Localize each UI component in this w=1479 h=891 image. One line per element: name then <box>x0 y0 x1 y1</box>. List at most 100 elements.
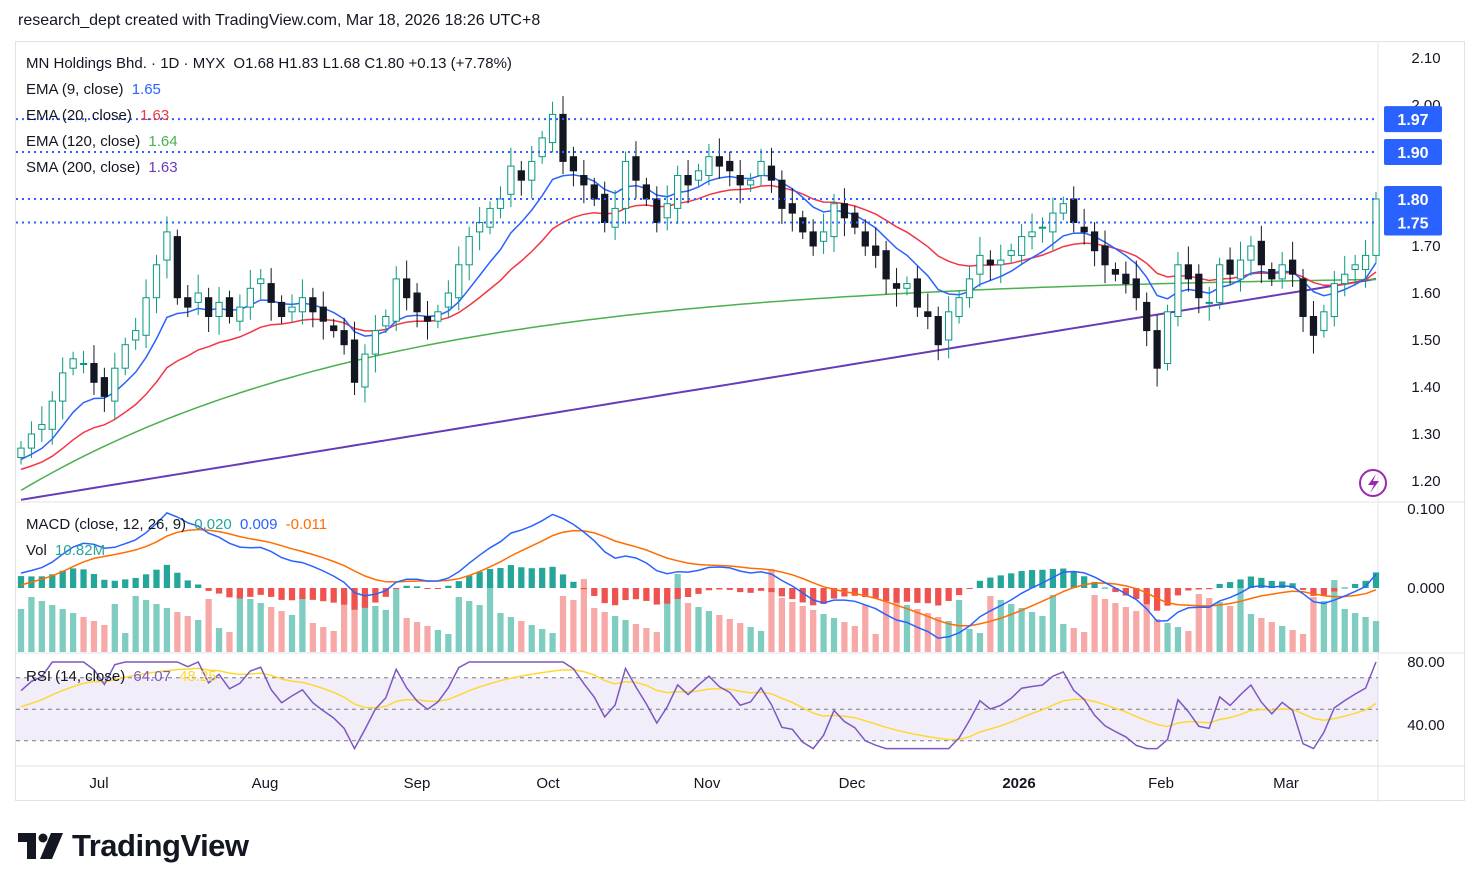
macd-histogram-bar <box>153 569 160 588</box>
volume-bar <box>288 615 296 652</box>
sma200-legend[interactable]: SMA (200, close) 1.63 <box>26 159 182 176</box>
candle-body <box>611 207 619 228</box>
symbol-legend[interactable]: MN Holdings Bhd. · 1D · MYX O1.68 H1.83 … <box>26 55 516 72</box>
ema20-label: EMA (20, close) <box>26 107 132 124</box>
macd-histogram-bar <box>1226 582 1234 588</box>
macd-histogram-bar <box>726 588 733 590</box>
macd-histogram-bar <box>757 588 765 591</box>
tradingview-logo[interactable]: TradingView <box>18 828 249 864</box>
macd-histogram-bar <box>664 588 671 604</box>
candle-body <box>569 156 578 172</box>
volume-bar <box>1164 623 1171 652</box>
macd-histogram-bar <box>476 571 483 588</box>
candle-body <box>413 292 421 313</box>
candle-body <box>694 170 703 181</box>
candle-body <box>142 297 150 336</box>
macd-value: 0.009 <box>239 516 278 533</box>
candle-body <box>892 283 901 289</box>
macd-histogram-bar <box>1279 581 1286 588</box>
volume-legend[interactable]: Vol 10.82M <box>26 542 109 559</box>
macd-histogram-bar <box>622 588 629 601</box>
time-axis-label: Nov <box>694 775 721 792</box>
volume-bar <box>424 626 431 652</box>
candle-body <box>1341 273 1349 285</box>
volume-bar <box>1143 590 1150 652</box>
candle-body <box>840 203 849 219</box>
macd-histogram-bar <box>351 588 358 610</box>
candle-body <box>350 339 359 383</box>
volume-bar <box>309 623 316 652</box>
candle-body <box>590 184 598 200</box>
volume-bar <box>1352 613 1359 652</box>
ema9-legend[interactable]: EMA (9, close) 1.65 <box>26 81 165 98</box>
volume-bar <box>90 621 98 652</box>
macd-histogram-bar <box>528 568 535 588</box>
volume-bar <box>1081 632 1088 652</box>
volume-bar <box>1268 622 1275 652</box>
macd-histogram-bar <box>674 588 681 599</box>
candle-body <box>1153 330 1161 369</box>
volume-bar <box>59 609 66 652</box>
price-axis-label: 1.50 <box>1411 332 1440 349</box>
macd-histogram-bar <box>945 588 952 601</box>
ema120-legend[interactable]: EMA (120, close) 1.64 <box>26 133 182 150</box>
candle-body <box>90 363 98 383</box>
macd-histogram-bar <box>778 588 786 597</box>
candle-body <box>434 311 442 322</box>
tradingview-logo-icon <box>18 833 63 859</box>
macd-histogram-bar <box>1008 573 1015 588</box>
macd-label: MACD (close, 12, 26, 9) <box>26 516 187 533</box>
macd-histogram-bar <box>497 567 504 588</box>
macd-histogram-bar <box>1352 583 1359 588</box>
volume-bar <box>1226 606 1234 652</box>
macd-histogram-bar <box>872 588 879 599</box>
ema20-line <box>20 184 1377 471</box>
volume-bar <box>184 616 191 652</box>
symbol-name[interactable]: MN Holdings Bhd. · 1D · MYX <box>26 55 226 72</box>
macd-histogram-bar <box>236 588 244 599</box>
volume-bar <box>122 633 129 652</box>
candle-body <box>538 137 546 158</box>
volume-bar <box>737 623 744 652</box>
macd-histogram-bar <box>1237 579 1244 588</box>
ohlc-values: O1.68 H1.83 L1.68 C1.80 +0.13 (+7.78%) <box>233 55 512 72</box>
volume-bar <box>476 605 483 652</box>
chart-canvas[interactable]: 2.102.001.901.801.701.601.501.401.301.20… <box>16 42 1466 802</box>
candle-body <box>1247 245 1255 261</box>
volume-bar <box>653 632 660 652</box>
time-axis-label: Feb <box>1148 775 1174 792</box>
volume-bar <box>236 595 244 652</box>
volume-bar <box>1112 603 1119 652</box>
macd-histogram-bar <box>38 576 45 588</box>
candle-body <box>257 278 265 285</box>
volume-bar <box>1049 595 1057 652</box>
rsi-legend[interactable]: RSI (14, close) 64.07 48.25 <box>26 668 221 685</box>
macd-histogram-bar <box>893 588 900 603</box>
volume-bar <box>1216 602 1223 652</box>
candle-body <box>799 217 807 233</box>
volume-bar <box>674 574 681 652</box>
macd-histogram-bar <box>424 588 431 589</box>
volume-bar <box>1195 594 1202 652</box>
chart-frame[interactable]: 2.102.001.901.801.701.601.501.401.301.20… <box>15 41 1466 802</box>
macd-histogram-bar <box>914 588 921 603</box>
macd-histogram-bar <box>1028 569 1036 588</box>
volume-bar <box>549 633 556 652</box>
macd-histogram-bar <box>903 588 911 602</box>
price-axis-label: 1.70 <box>1411 238 1440 255</box>
volume-bar <box>768 569 775 652</box>
volume-bar <box>1310 597 1317 652</box>
volume-bar <box>830 618 838 652</box>
macd-histogram-bar <box>174 572 181 588</box>
macd-histogram-bar <box>1206 588 1213 590</box>
macd-histogram-bar <box>799 588 806 603</box>
macd-histogram-bar <box>372 588 379 603</box>
macd-histogram-bar <box>1299 588 1307 590</box>
macd-histogram-bar <box>445 585 452 588</box>
candle-body <box>819 231 828 242</box>
candle-body <box>1205 301 1213 304</box>
ema20-legend[interactable]: EMA (20, close) 1.63 <box>26 107 173 124</box>
macd-legend[interactable]: MACD (close, 12, 26, 9) 0.020 0.009 -0.0… <box>26 516 331 533</box>
candle-body <box>1184 264 1193 280</box>
macd-histogram-bar <box>361 588 369 608</box>
